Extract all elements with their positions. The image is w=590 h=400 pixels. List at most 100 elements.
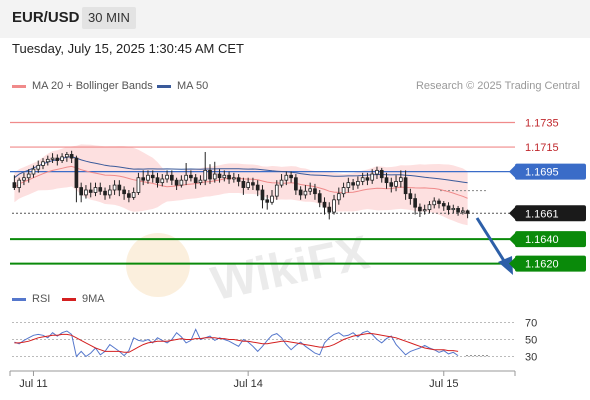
candle-body — [227, 174, 231, 180]
candle-body — [31, 168, 36, 175]
level-badge-pointer — [509, 165, 515, 178]
candle — [12, 175, 17, 190]
candle-body — [389, 182, 394, 187]
ma20-label: MA 20 + Bollinger Bands — [32, 80, 153, 92]
candle-body — [179, 179, 184, 186]
candle — [84, 185, 88, 199]
candle-body — [284, 174, 289, 181]
level-label: 1.1661 — [525, 208, 559, 220]
candle — [265, 194, 270, 210]
candle — [122, 186, 126, 200]
candle-body — [289, 174, 293, 179]
candle-body — [365, 177, 370, 181]
candle — [365, 172, 370, 186]
candle — [203, 151, 208, 186]
candle-body — [212, 173, 217, 180]
candle-body — [279, 179, 284, 186]
candle-body — [88, 189, 93, 193]
rsi-label: RSI — [32, 293, 51, 305]
candle — [98, 182, 103, 195]
candle — [36, 160, 41, 173]
candle-body — [189, 174, 193, 179]
legend-ma20: MA 20 + Bollinger Bands — [12, 80, 153, 92]
candle — [298, 186, 303, 200]
candle-body — [413, 198, 417, 208]
candle — [317, 190, 322, 208]
candle — [427, 201, 432, 214]
candle-body — [41, 161, 45, 166]
rsi-tick-label: 50 — [525, 335, 537, 347]
candle — [169, 170, 174, 186]
level-label: 1.1640 — [525, 234, 559, 246]
candle-body — [22, 177, 26, 181]
candle-body — [12, 182, 17, 188]
candle — [112, 180, 117, 195]
candle-body — [26, 173, 31, 179]
candle-body — [45, 158, 50, 163]
candle — [69, 150, 74, 164]
level-label: 1.1715 — [525, 142, 559, 154]
legend-rsi-ma: 9MA — [62, 293, 105, 305]
level-badge-pointer — [509, 233, 515, 246]
candle-body — [150, 174, 155, 179]
candle — [398, 170, 403, 188]
candle — [456, 205, 460, 216]
candle — [212, 161, 217, 183]
candle — [370, 169, 375, 184]
candle — [279, 174, 284, 188]
forecast-arrow — [475, 217, 513, 275]
candle — [241, 177, 246, 195]
candle — [131, 187, 136, 200]
candle — [308, 182, 313, 195]
candle-body — [136, 177, 141, 193]
x-tick-label: Jul 15 — [429, 378, 458, 390]
candle — [17, 177, 21, 193]
candle-body — [251, 182, 255, 186]
x-tick-label: Jul 14 — [233, 378, 262, 390]
currency-pair: EUR/USD — [12, 9, 80, 26]
candle — [403, 170, 408, 200]
candle-body — [98, 187, 103, 192]
timeframe-badge[interactable]: 30 MIN — [82, 7, 136, 29]
candle-body — [36, 165, 41, 170]
candle — [79, 182, 84, 203]
candle — [41, 158, 45, 170]
candle — [217, 169, 222, 183]
candle — [246, 177, 250, 190]
candle — [189, 170, 193, 182]
ma50-line — [14, 156, 468, 184]
rsi-tick-label: 30 — [525, 352, 537, 364]
candle-body — [298, 189, 303, 196]
candle-body — [203, 169, 208, 181]
candle — [31, 165, 36, 178]
legend-ma50: MA 50 — [157, 80, 208, 92]
candle-body — [461, 210, 465, 213]
candle — [313, 183, 317, 200]
rsi-swatch — [12, 297, 26, 301]
candle-body — [93, 187, 98, 193]
candle — [88, 182, 93, 198]
candle-body — [465, 210, 470, 214]
rsi-ma-swatch — [62, 297, 76, 301]
candle-body — [432, 200, 437, 206]
candle — [322, 197, 327, 215]
candle-body — [360, 177, 365, 182]
candle — [461, 207, 465, 215]
candle-body — [408, 193, 413, 199]
rsi-ma-label: 9MA — [82, 293, 105, 305]
candle — [303, 185, 308, 199]
candle — [107, 185, 112, 199]
candle — [26, 169, 31, 183]
candle — [74, 155, 79, 203]
candle-body — [60, 156, 64, 161]
candle — [117, 180, 122, 197]
rsi-ma-line — [14, 333, 459, 353]
candle-body — [198, 179, 203, 184]
candle — [236, 174, 241, 187]
level-label: 1.1695 — [525, 167, 559, 179]
candle-body — [327, 206, 332, 213]
candle-body — [65, 154, 69, 158]
candle-body — [184, 174, 188, 181]
ma50-swatch — [157, 84, 171, 88]
candle — [174, 177, 179, 190]
